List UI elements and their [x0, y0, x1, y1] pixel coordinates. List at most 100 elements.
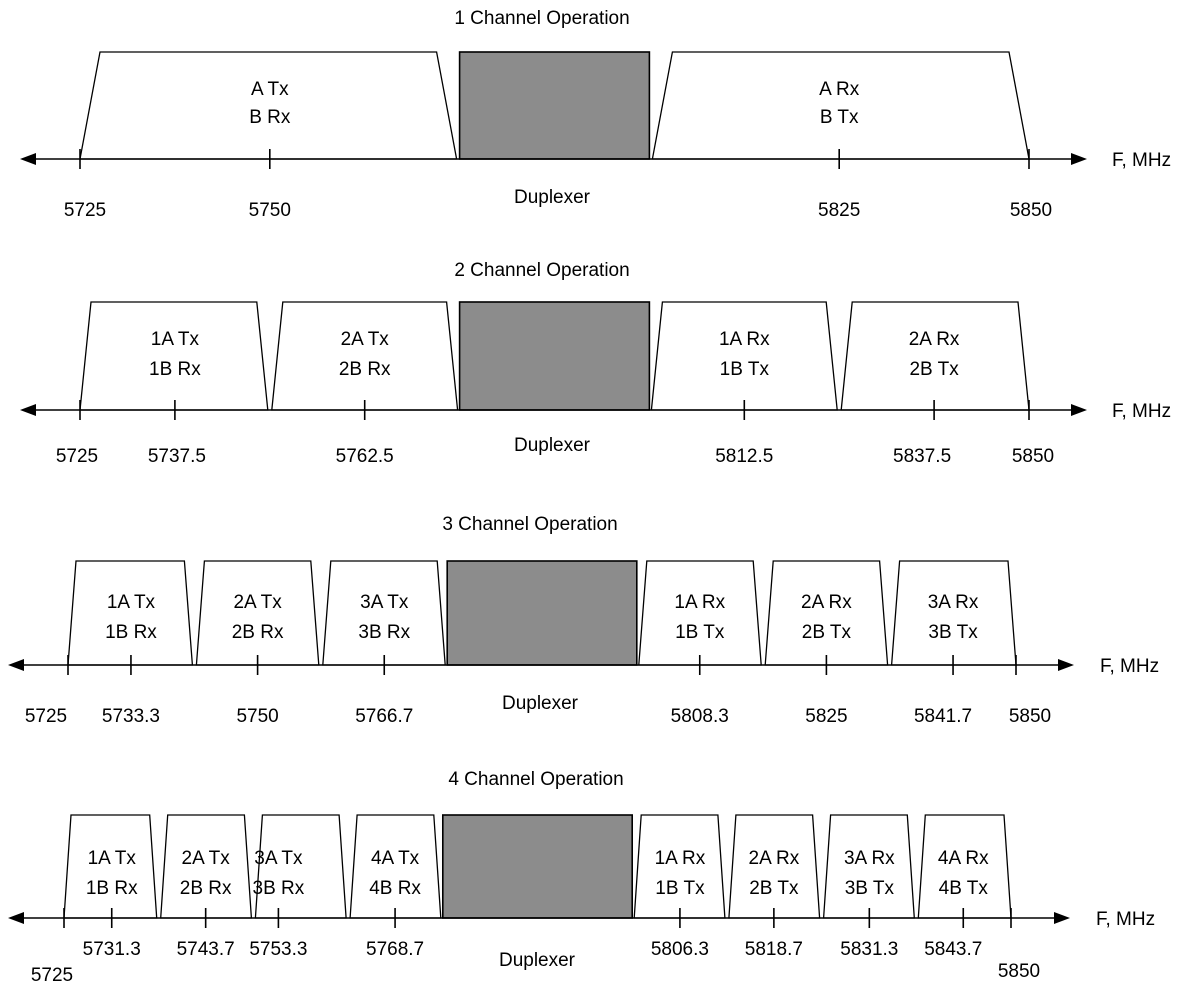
axis-arrow-right-icon — [1071, 153, 1087, 165]
tick-label: 5725 — [25, 706, 67, 727]
tx-band-label: 3A Tx — [254, 848, 303, 869]
rx-band-label: 1B Tx — [655, 878, 705, 899]
tick-label: 5837.5 — [893, 446, 951, 467]
tx-band-1 — [79, 51, 458, 160]
duplexer-label: Duplexer — [514, 435, 591, 456]
duplexer-box — [441, 814, 633, 919]
tick-label: 5762.5 — [336, 446, 394, 467]
rx-band-label: 3B Tx — [845, 878, 895, 899]
rx-band-1 — [650, 301, 838, 411]
tx-band-label: 3A Tx — [360, 592, 409, 613]
tick-label: 5753.3 — [249, 939, 307, 960]
tx-band-label: 3B Rx — [358, 622, 410, 643]
tick-label: 5825 — [805, 706, 847, 727]
axis-unit-label: F, MHz — [1096, 909, 1155, 930]
axis-arrow-left-icon — [8, 659, 24, 671]
axis-unit-label: F, MHz — [1112, 401, 1171, 422]
tick-label: 5725 — [64, 200, 106, 221]
tick-label: 5818.7 — [745, 939, 803, 960]
tx-band-label: 1B Rx — [149, 359, 201, 380]
tick-label: 5743.7 — [177, 939, 235, 960]
tx-band-label: 2B Rx — [232, 622, 284, 643]
tick-label: 5850 — [1012, 446, 1054, 467]
tick-label: 5808.3 — [671, 706, 729, 727]
rx-band-label: 1B Tx — [675, 622, 725, 643]
duplexer-box — [446, 560, 638, 666]
tick-label: 5850 — [998, 961, 1040, 982]
rx-band-2 — [840, 301, 1030, 411]
tick-label: 5750 — [249, 200, 291, 221]
rx-band-label: 3A Rx — [844, 848, 895, 869]
rx-band-1 — [638, 560, 762, 666]
axis-arrow-left-icon — [20, 153, 36, 165]
panel-title: 1 Channel Operation — [454, 8, 629, 29]
panel-2: 2 Channel Operation 1A Tx 1B Rx 2A Tx 2B Rx 1… — [20, 260, 1171, 467]
tick-label: 5843.7 — [924, 939, 982, 960]
tx-band-label: 4A Tx — [371, 848, 420, 869]
duplexer-label: Duplexer — [502, 693, 579, 714]
tx-band-3 — [322, 560, 446, 666]
rx-band-label: 2A Rx — [749, 848, 800, 869]
rx-band-label: 1A Rx — [674, 592, 725, 613]
tx-band-1 — [79, 301, 269, 411]
tx-band-label: A Tx — [251, 79, 289, 100]
tx-band-label: 1A Tx — [151, 329, 200, 350]
rx-band-label: A Rx — [819, 79, 860, 100]
tx-band-2 — [271, 301, 459, 411]
tx-band-label: 2A Tx — [341, 329, 390, 350]
tx-band-label: 1A Tx — [107, 592, 156, 613]
tx-band-label: 3B Rx — [253, 878, 305, 899]
tx-band-2 — [195, 560, 320, 666]
panel-1: 1 Channel Operation A Tx B Rx A Rx B Tx F, MH… — [20, 8, 1171, 221]
tx-band-label: 2B Rx — [339, 359, 391, 380]
tx-band-label: 1B Rx — [86, 878, 138, 899]
axis-arrow-left-icon — [20, 404, 36, 416]
rx-band-label: 1A Rx — [719, 329, 770, 350]
tx-band-1 — [67, 560, 194, 666]
tick-label: 5737.5 — [148, 446, 206, 467]
panel-4: 4 Channel Operation 1A Tx 1B Rx 2A Tx 2B Rx 3… — [8, 769, 1155, 986]
duplexer-box — [458, 301, 651, 411]
tick-label: 5766.7 — [355, 706, 413, 727]
rx-band-label: 3A Rx — [928, 592, 979, 613]
tick-label: 5768.7 — [366, 939, 424, 960]
axis-unit-label: F, MHz — [1112, 150, 1171, 171]
tick-label: 5825 — [818, 200, 860, 221]
duplexer-label: Duplexer — [499, 950, 576, 971]
rx-band-label: 1B Tx — [720, 359, 770, 380]
panel-3: 3 Channel Operation 1A Tx 1B Rx 2A Tx 2B Rx 3… — [8, 514, 1159, 727]
axis-arrow-right-icon — [1071, 404, 1087, 416]
tick-label: 5850 — [1009, 706, 1051, 727]
rx-band-label: 2A Rx — [909, 329, 960, 350]
tx-band-label: 2B Rx — [180, 878, 232, 899]
panel-title: 2 Channel Operation — [454, 260, 629, 281]
rx-band-label: 2B Tx — [909, 359, 959, 380]
tick-label: 5731.3 — [83, 939, 141, 960]
tx-band-label: 2A Tx — [182, 848, 231, 869]
rx-band-label: 4A Rx — [938, 848, 989, 869]
rx-band-3 — [890, 560, 1017, 666]
duplexer-label: Duplexer — [514, 187, 591, 208]
tick-label: 5733.3 — [102, 706, 160, 727]
axis-unit-label: F, MHz — [1100, 656, 1159, 677]
rx-band-label: 1A Rx — [655, 848, 706, 869]
tx-band-label: 2A Tx — [233, 592, 282, 613]
tx-band-label: 4B Rx — [369, 878, 421, 899]
rx-band-2 — [764, 560, 889, 666]
rx-band-label: B Tx — [820, 107, 859, 128]
rx-band-label: 2B Tx — [749, 878, 799, 899]
tx-band-label: 1B Rx — [105, 622, 157, 643]
axis-arrow-right-icon — [1054, 912, 1070, 924]
tx-band-label: 1A Tx — [88, 848, 137, 869]
rx-band-label: 2A Rx — [801, 592, 852, 613]
axis-arrow-right-icon — [1058, 659, 1074, 671]
tick-label: 5725 — [31, 965, 73, 986]
panel-title: 4 Channel Operation — [448, 769, 623, 790]
tick-label: 5831.3 — [840, 939, 898, 960]
axis-arrow-left-icon — [8, 912, 24, 924]
rx-band-label: 4B Tx — [939, 878, 989, 899]
duplexer-box — [458, 51, 651, 160]
tick-label: 5812.5 — [715, 446, 773, 467]
rx-band-label: 2B Tx — [802, 622, 852, 643]
